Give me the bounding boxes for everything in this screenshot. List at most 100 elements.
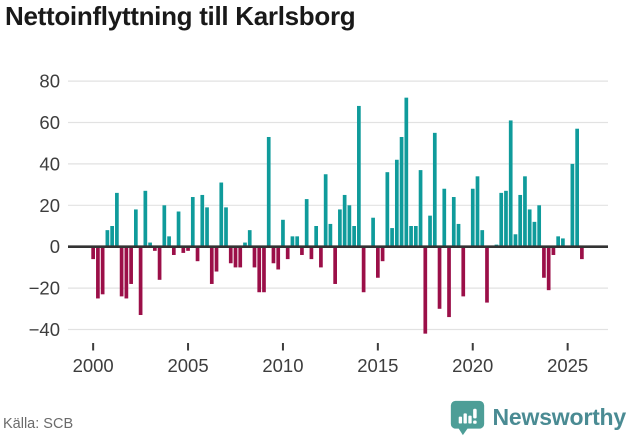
net-migration-bar-chart: 80 60 40 20 0 −20 −40 2000 2005 2010 2015 2020 2025 xyxy=(29,71,608,376)
bar-positive xyxy=(352,226,356,247)
bar-positive xyxy=(385,172,390,247)
bar-positive xyxy=(518,194,523,247)
bar-negative xyxy=(129,246,133,284)
bar-positive xyxy=(148,242,152,247)
bar-negative xyxy=(485,246,489,303)
bar-positive xyxy=(418,170,423,247)
bar-negative xyxy=(361,246,366,293)
bar-positive xyxy=(499,192,504,247)
bar-negative xyxy=(186,246,190,251)
bar-negative xyxy=(300,246,304,255)
bar-positive xyxy=(556,236,561,247)
bar-positive xyxy=(200,194,205,247)
bar-negative xyxy=(447,246,451,318)
bar-negative xyxy=(319,246,323,268)
bar-negative xyxy=(546,246,551,291)
bar-negative xyxy=(171,246,176,255)
bar-positive xyxy=(266,136,271,247)
bar-positive xyxy=(504,190,508,247)
bar-negative xyxy=(152,246,157,251)
bar-positive xyxy=(371,217,375,247)
bar-positive xyxy=(442,188,447,247)
bar-positive xyxy=(428,215,432,247)
bar-negative xyxy=(542,246,546,278)
bar-negative xyxy=(437,246,442,309)
bar-positive xyxy=(134,209,138,247)
y-axis-label: 0 xyxy=(50,236,60,257)
y-axis-label: −20 xyxy=(29,278,60,299)
bar-positive xyxy=(575,128,579,247)
brand-wordmark: Newsworthy xyxy=(492,404,627,430)
bar-positive xyxy=(290,236,295,247)
bar-positive xyxy=(219,182,224,247)
bar-negative xyxy=(252,246,257,268)
bar-positive xyxy=(537,205,542,247)
bar-positive xyxy=(409,226,413,247)
bar-negative xyxy=(285,246,290,260)
bar-positive xyxy=(404,97,409,247)
y-axis-label: 40 xyxy=(39,153,60,174)
bar-positive xyxy=(399,136,404,247)
bar-positive xyxy=(527,209,532,247)
x-axis-label: 2015 xyxy=(357,355,398,376)
bar-positive xyxy=(115,192,119,247)
bar-positive xyxy=(532,221,537,247)
bar-negative xyxy=(551,246,556,255)
bar-negative xyxy=(238,246,243,268)
bar-negative xyxy=(138,246,143,316)
bar-positive xyxy=(162,205,167,247)
bar-negative xyxy=(276,246,281,270)
bar-negative xyxy=(580,246,584,260)
bar-positive xyxy=(190,197,195,247)
x-axis-label: 2000 xyxy=(73,355,114,376)
bar-negative xyxy=(119,246,124,297)
newsworthy-brand: Newsworthy xyxy=(449,399,626,436)
bar-negative xyxy=(309,246,314,260)
bar-positive xyxy=(105,230,110,247)
bar-negative xyxy=(461,246,466,297)
bar-negative xyxy=(214,246,219,272)
bar-positive xyxy=(456,223,461,247)
bar-negative xyxy=(228,246,233,264)
page-title: Nettoinflyttning till Karlsborg xyxy=(5,1,356,31)
bar-positive xyxy=(314,226,319,247)
bar-positive xyxy=(247,230,252,247)
y-axis-label: 80 xyxy=(39,71,60,92)
bar-negative xyxy=(376,246,380,278)
x-axis-label: 2020 xyxy=(452,355,493,376)
bar-positive xyxy=(328,223,333,247)
bar-positive xyxy=(347,205,352,247)
x-axis-label: 2010 xyxy=(262,355,303,376)
source-note: Källa: SCB xyxy=(3,416,74,432)
bar-negative xyxy=(91,246,95,260)
bar-positive xyxy=(176,211,181,247)
bar-positive xyxy=(508,120,513,247)
y-axis-label: 60 xyxy=(39,112,60,133)
bar-positive xyxy=(523,176,527,247)
bar-positive xyxy=(243,242,247,247)
bar-negative xyxy=(100,246,105,295)
x-axis-label: 2025 xyxy=(547,355,588,376)
bar-positive xyxy=(143,190,148,247)
bar-positive xyxy=(224,207,228,247)
bar-positive xyxy=(451,197,456,247)
bar-positive xyxy=(390,228,394,247)
bar-negative xyxy=(96,246,100,299)
bar-negative xyxy=(333,246,337,284)
bar-chart-speech-bubble-icon xyxy=(449,399,486,436)
bar-negative xyxy=(124,246,129,299)
bar-positive xyxy=(281,219,285,247)
bar-positive xyxy=(304,199,309,247)
bar-negative xyxy=(262,246,266,293)
bar-positive xyxy=(357,105,361,247)
y-axis-label: −40 xyxy=(29,319,60,340)
bar-negative xyxy=(209,246,214,284)
bar-positive xyxy=(323,174,328,247)
bar-positive xyxy=(413,226,418,247)
bar-negative xyxy=(181,246,186,253)
bar-positive xyxy=(475,176,480,247)
bar-negative xyxy=(271,246,276,264)
bar-positive xyxy=(394,159,399,247)
bar-positive xyxy=(480,230,485,247)
bar-positive xyxy=(167,236,171,247)
